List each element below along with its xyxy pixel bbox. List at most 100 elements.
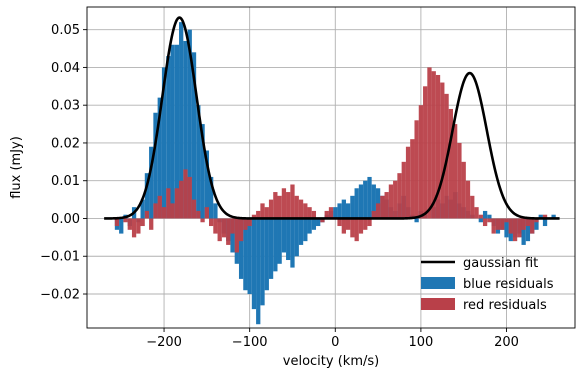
bar <box>179 22 184 219</box>
y-tick-label: −0.02 <box>40 288 80 303</box>
bar <box>307 207 312 219</box>
bar <box>350 218 355 238</box>
bar <box>191 199 197 219</box>
bar <box>170 203 175 219</box>
bar <box>328 207 334 219</box>
bar <box>204 207 209 219</box>
y-axis-label: flux (mJy) <box>9 136 24 199</box>
bar <box>230 218 235 253</box>
bar <box>393 180 398 219</box>
bar <box>196 105 201 219</box>
bar <box>281 188 287 219</box>
x-tick-label: −100 <box>232 335 268 350</box>
bar <box>530 218 535 234</box>
bar <box>123 218 128 223</box>
bar <box>341 218 346 234</box>
bar <box>371 210 376 219</box>
bar <box>521 218 526 230</box>
bar <box>114 218 120 227</box>
bar <box>482 218 488 227</box>
bar <box>213 203 218 219</box>
bar <box>324 210 329 219</box>
bar <box>149 146 154 219</box>
y-tick-label: −0.01 <box>40 250 80 265</box>
bar <box>358 218 364 234</box>
bar <box>504 218 509 223</box>
bar <box>303 218 308 242</box>
bar <box>350 195 355 219</box>
bar <box>149 218 154 230</box>
bar <box>538 214 543 219</box>
y-tick-label: 0.04 <box>51 61 80 76</box>
bar <box>294 195 299 219</box>
bar <box>478 218 483 223</box>
bar <box>298 218 304 245</box>
bar <box>161 67 167 219</box>
bar <box>140 199 145 219</box>
bar <box>226 218 231 245</box>
bar <box>247 218 252 295</box>
bar <box>367 218 372 227</box>
bar <box>337 203 342 219</box>
bar <box>290 218 295 268</box>
x-tick-label: 200 <box>494 335 519 350</box>
bar <box>251 218 257 310</box>
gaussian-fit-line <box>104 16 560 220</box>
bar <box>320 218 325 223</box>
bar <box>427 67 432 219</box>
bar <box>345 218 351 230</box>
bar <box>153 112 158 219</box>
bar <box>264 218 269 291</box>
bar <box>221 218 227 238</box>
plot-frame <box>86 6 576 329</box>
bar <box>534 218 539 230</box>
bar <box>131 218 137 238</box>
bar <box>358 184 364 219</box>
bar <box>354 188 359 219</box>
bar <box>551 214 556 219</box>
bar <box>243 218 248 291</box>
bar <box>200 124 205 219</box>
bar <box>414 120 419 219</box>
legend-red-residuals-swatch <box>421 298 455 310</box>
bar <box>170 44 175 219</box>
bar <box>264 207 269 219</box>
bar <box>307 218 312 234</box>
bar <box>491 218 496 234</box>
bar <box>401 161 406 219</box>
y-tick-label: 0.00 <box>51 212 80 227</box>
legend-red-residuals-label: red residuals <box>463 298 547 313</box>
bar <box>303 203 308 219</box>
bar <box>153 203 158 219</box>
bar <box>260 218 265 306</box>
bar <box>298 199 304 219</box>
bar <box>470 195 475 219</box>
bar <box>508 218 513 234</box>
legend-blue-residuals-swatch <box>421 277 455 289</box>
y-axis-ticks: −0.02 −0.01 0.00 0.01 0.02 0.03 0.04 0.05 <box>40 23 87 303</box>
x-tick-label: −200 <box>146 335 182 350</box>
bar <box>448 108 453 219</box>
bar <box>333 207 338 219</box>
bar <box>127 218 132 230</box>
bar <box>363 180 368 219</box>
y-tick-label: 0.02 <box>51 136 80 151</box>
bar <box>542 214 548 219</box>
bar <box>440 82 445 219</box>
bar <box>371 184 376 219</box>
bar <box>461 161 466 219</box>
bar <box>504 218 509 238</box>
bar <box>196 210 201 219</box>
bar <box>251 214 257 219</box>
bar <box>234 218 239 253</box>
bar <box>286 218 291 261</box>
bar <box>157 195 162 219</box>
bar <box>277 195 282 219</box>
bar <box>166 56 171 219</box>
bar <box>363 218 368 230</box>
legend-blue-residuals-label: blue residuals <box>463 277 554 292</box>
bar <box>487 218 492 223</box>
bar <box>316 218 321 227</box>
bar <box>256 218 261 325</box>
bar <box>179 180 184 219</box>
